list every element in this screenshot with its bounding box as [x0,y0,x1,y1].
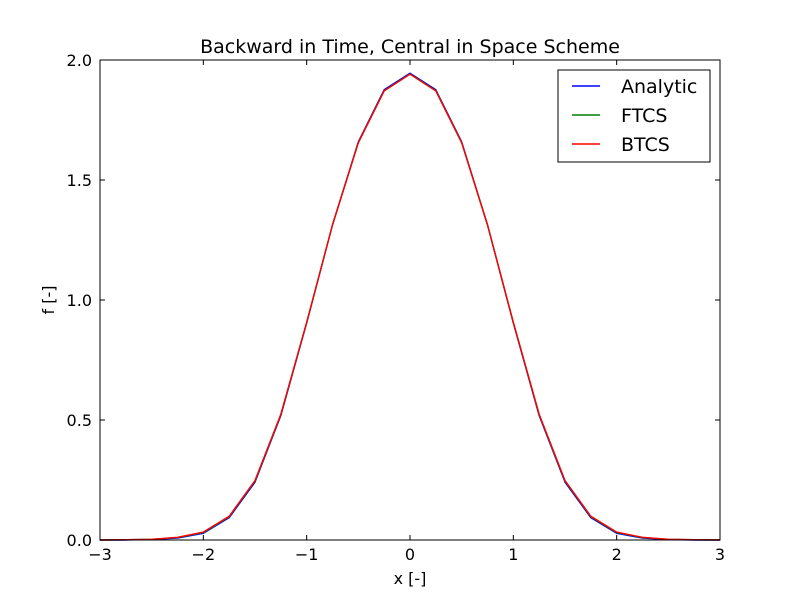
y-tick-label: 0.0 [67,531,92,550]
x-tick-label: 0 [405,545,415,564]
legend-label-ftcs: FTCS [621,105,667,127]
series-line-btcs [99,73,721,541]
legend-items: Analytic FTCS BTCS [572,76,697,156]
x-tick-label: −3 [88,545,112,564]
legend-label-analytic: Analytic [621,76,697,98]
legend-label-btcs: BTCS [621,134,670,156]
x-tick-label: 2 [612,545,622,564]
y-tick-label: 1.0 [67,291,92,310]
chart-title: Backward in Time, Central in Space Schem… [200,36,620,58]
legend: Analytic FTCS BTCS [557,69,711,163]
y-tick-label: 0.5 [67,411,92,430]
x-tick-label: −2 [192,545,216,564]
y-tick-label: 1.5 [67,171,92,190]
y-axis-label: f [-] [39,286,58,315]
plot-area: −3 −2 −1 0 1 2 3 0.0 0.5 1.0 1.5 2.0 [67,51,726,564]
x-axis-label: x [-] [394,569,427,588]
y-tick-label: 2.0 [67,51,92,70]
x-tick-label: −1 [295,545,319,564]
x-tick-label: 3 [715,545,725,564]
tick-layer: −3 −2 −1 0 1 2 3 0.0 0.5 1.0 1.5 2.0 [67,51,726,564]
x-tick-label: 1 [508,545,518,564]
series-line-analytic [100,72,720,541]
series-layer [99,72,721,541]
